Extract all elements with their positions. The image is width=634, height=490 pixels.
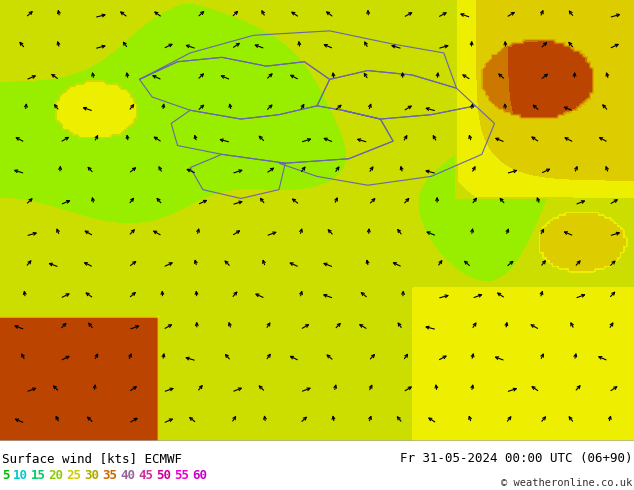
Text: 60: 60	[193, 469, 207, 482]
Text: 10: 10	[13, 469, 27, 482]
Text: 20: 20	[48, 469, 63, 482]
Text: 35: 35	[103, 469, 117, 482]
Text: 45: 45	[138, 469, 153, 482]
Text: Surface wind [kts] ECMWF: Surface wind [kts] ECMWF	[2, 452, 182, 465]
Text: 15: 15	[30, 469, 46, 482]
Text: 30: 30	[84, 469, 100, 482]
Text: Fr 31-05-2024 00:00 UTC (06+90): Fr 31-05-2024 00:00 UTC (06+90)	[399, 452, 632, 465]
Text: 50: 50	[157, 469, 172, 482]
Text: 5: 5	[2, 469, 10, 482]
Text: 55: 55	[174, 469, 190, 482]
Text: 25: 25	[67, 469, 82, 482]
Text: © weatheronline.co.uk: © weatheronline.co.uk	[501, 478, 632, 488]
Text: 40: 40	[120, 469, 136, 482]
